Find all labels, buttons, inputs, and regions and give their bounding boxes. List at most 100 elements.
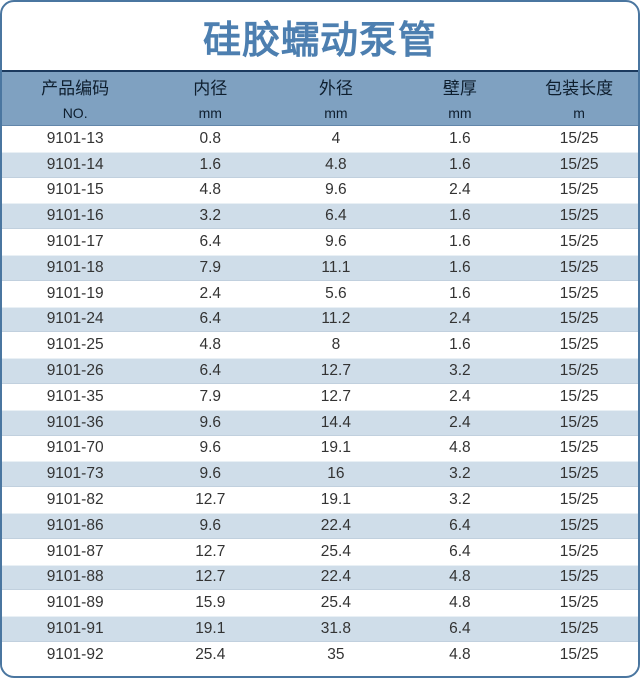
cell-product-code: 9101-15: [46, 181, 104, 199]
cell-wall-thickness: 2.4: [449, 181, 471, 199]
cell-product-code: 9101-87: [46, 542, 104, 560]
column-header-pack-length: 包装长度 m: [520, 72, 638, 125]
cell-inner-diameter: 12.7: [195, 491, 226, 509]
cell-outer-diameter: 9.6: [325, 181, 347, 199]
header-top-rule: [2, 70, 638, 72]
table-row: 9101-25 4.8 8 1.6 15/25: [2, 332, 638, 359]
cell-wall-thickness: 1.6: [449, 129, 471, 147]
column-unit: NO.: [62, 104, 88, 121]
cell-outer-diameter: 14.4: [320, 413, 351, 431]
cell-outer-diameter: 8: [331, 336, 341, 354]
table-row: 9101-15 4.8 9.6 2.4 15/25: [2, 177, 638, 204]
table-row: 9101-89 15.9 25.4 4.8 15/25: [2, 590, 638, 617]
cell-inner-diameter: 6.4: [199, 233, 222, 251]
cell-inner-diameter: 9.6: [199, 413, 222, 431]
cell-outer-diameter: 12.7: [320, 362, 351, 380]
cell-product-code: 9101-91: [46, 620, 104, 638]
cell-inner-diameter: 12.7: [195, 568, 226, 586]
column-label: 壁厚: [442, 78, 477, 98]
column-header-inner-diameter: 内径 mm: [148, 72, 272, 125]
table-header: 产品编码 NO. 内径 mm 外径 mm 壁厚 mm 包装长度 m: [2, 72, 638, 126]
cell-pack-length: 15/25: [559, 336, 599, 354]
cell-inner-diameter: 6.4: [199, 310, 222, 328]
cell-inner-diameter: 4.8: [199, 336, 222, 354]
cell-pack-length: 15/25: [559, 645, 599, 663]
page-title: 硅胶蠕动泵管: [202, 19, 437, 62]
cell-outer-diameter: 6.4: [325, 207, 347, 225]
cell-inner-diameter: 9.6: [199, 465, 222, 483]
column-header-product-code: 产品编码 NO.: [2, 72, 148, 125]
cell-wall-thickness: 6.4: [449, 542, 471, 560]
cell-wall-thickness: 3.2: [449, 491, 471, 509]
cell-wall-thickness: 1.6: [449, 336, 471, 354]
cell-inner-diameter: 4.8: [199, 181, 222, 199]
table-row: 9101-24 6.4 11.2 2.4 15/25: [2, 306, 638, 333]
cell-product-code: 9101-35: [46, 387, 104, 405]
table-row: 9101-91 19.1 31.8 6.4 15/25: [2, 616, 638, 642]
cell-inner-diameter: 12.7: [195, 542, 226, 560]
cell-wall-thickness: 6.4: [449, 620, 471, 638]
cell-inner-diameter: 9.6: [199, 439, 222, 457]
cell-product-code: 9101-26: [46, 362, 104, 380]
cell-wall-thickness: 2.4: [449, 413, 471, 431]
cell-outer-diameter: 5.6: [325, 284, 347, 302]
cell-product-code: 9101-86: [46, 516, 104, 534]
cell-outer-diameter: 11.1: [321, 258, 351, 276]
cell-inner-diameter: 19.1: [195, 620, 226, 638]
column-header-wall-thickness: 壁厚 mm: [399, 72, 520, 125]
column-label: 包装长度: [545, 78, 614, 98]
cell-product-code: 9101-82: [46, 491, 104, 509]
cell-outer-diameter: 19.1: [320, 491, 351, 509]
column-unit: mm: [324, 104, 348, 121]
cell-wall-thickness: 4.8: [449, 568, 471, 586]
cell-wall-thickness: 1.6: [449, 155, 471, 173]
cell-outer-diameter: 9.6: [325, 233, 347, 251]
cell-outer-diameter: 4.8: [325, 155, 347, 173]
table-row: 9101-92 25.4 35 4.8 15/25: [2, 641, 638, 668]
cell-wall-thickness: 1.6: [449, 258, 471, 276]
cell-pack-length: 15/25: [559, 542, 599, 560]
cell-product-code: 9101-25: [46, 336, 104, 354]
table-row: 9101-86 9.6 22.4 6.4 15/25: [2, 512, 638, 539]
cell-pack-length: 15/25: [559, 129, 599, 147]
cell-wall-thickness: 3.2: [449, 362, 471, 380]
cell-pack-length: 15/25: [559, 387, 599, 405]
column-label: 内径: [193, 78, 228, 98]
cell-wall-thickness: 4.8: [449, 439, 471, 457]
cell-inner-diameter: 0.8: [199, 129, 222, 147]
cell-product-code: 9101-17: [46, 233, 104, 251]
table-body: 9101-13 0.8 4 1.6 15/25 9101-14 1.6 4.8 1.6 15/25…: [2, 126, 638, 668]
cell-product-code: 9101-89: [46, 594, 104, 612]
table-row: 9101-16 3.2 6.4 1.6 15/25: [2, 203, 638, 230]
table-row: 9101-36 9.6 14.4 2.4 15/25: [2, 409, 638, 436]
cell-pack-length: 15/25: [559, 258, 599, 276]
cell-pack-length: 15/25: [559, 155, 599, 173]
cell-wall-thickness: 4.8: [449, 645, 471, 663]
cell-outer-diameter: 22.4: [320, 516, 351, 534]
cell-inner-diameter: 15.9: [195, 594, 226, 612]
cell-inner-diameter: 1.6: [199, 155, 222, 173]
cell-pack-length: 15/25: [559, 568, 599, 586]
cell-pack-length: 15/25: [559, 413, 599, 431]
cell-product-code: 9101-92: [46, 645, 104, 663]
cell-product-code: 9101-19: [46, 284, 104, 302]
cell-pack-length: 15/25: [559, 516, 599, 534]
cell-product-code: 9101-36: [46, 413, 104, 431]
table-row: 9101-70 9.6 19.1 4.8 15/25: [2, 435, 638, 462]
column-label: 产品编码: [41, 78, 110, 98]
column-unit: mm: [198, 104, 222, 121]
cell-wall-thickness: 1.6: [449, 233, 471, 251]
table-row: 9101-17 6.4 9.6 1.6 15/25: [2, 229, 638, 255]
cell-pack-length: 15/25: [559, 465, 599, 483]
cell-product-code: 9101-70: [46, 439, 104, 457]
cell-wall-thickness: 3.2: [449, 465, 471, 483]
cell-pack-length: 15/25: [559, 620, 599, 638]
table-row: 9101-13 0.8 4 1.6 15/25: [2, 126, 638, 152]
cell-inner-diameter: 9.6: [199, 516, 222, 534]
cell-product-code: 9101-18: [46, 258, 104, 276]
cell-product-code: 9101-14: [46, 155, 104, 173]
cell-product-code: 9101-13: [46, 129, 104, 147]
table-row: 9101-73 9.6 16 3.2 15/25: [2, 461, 638, 488]
cell-wall-thickness: 1.6: [449, 207, 471, 225]
